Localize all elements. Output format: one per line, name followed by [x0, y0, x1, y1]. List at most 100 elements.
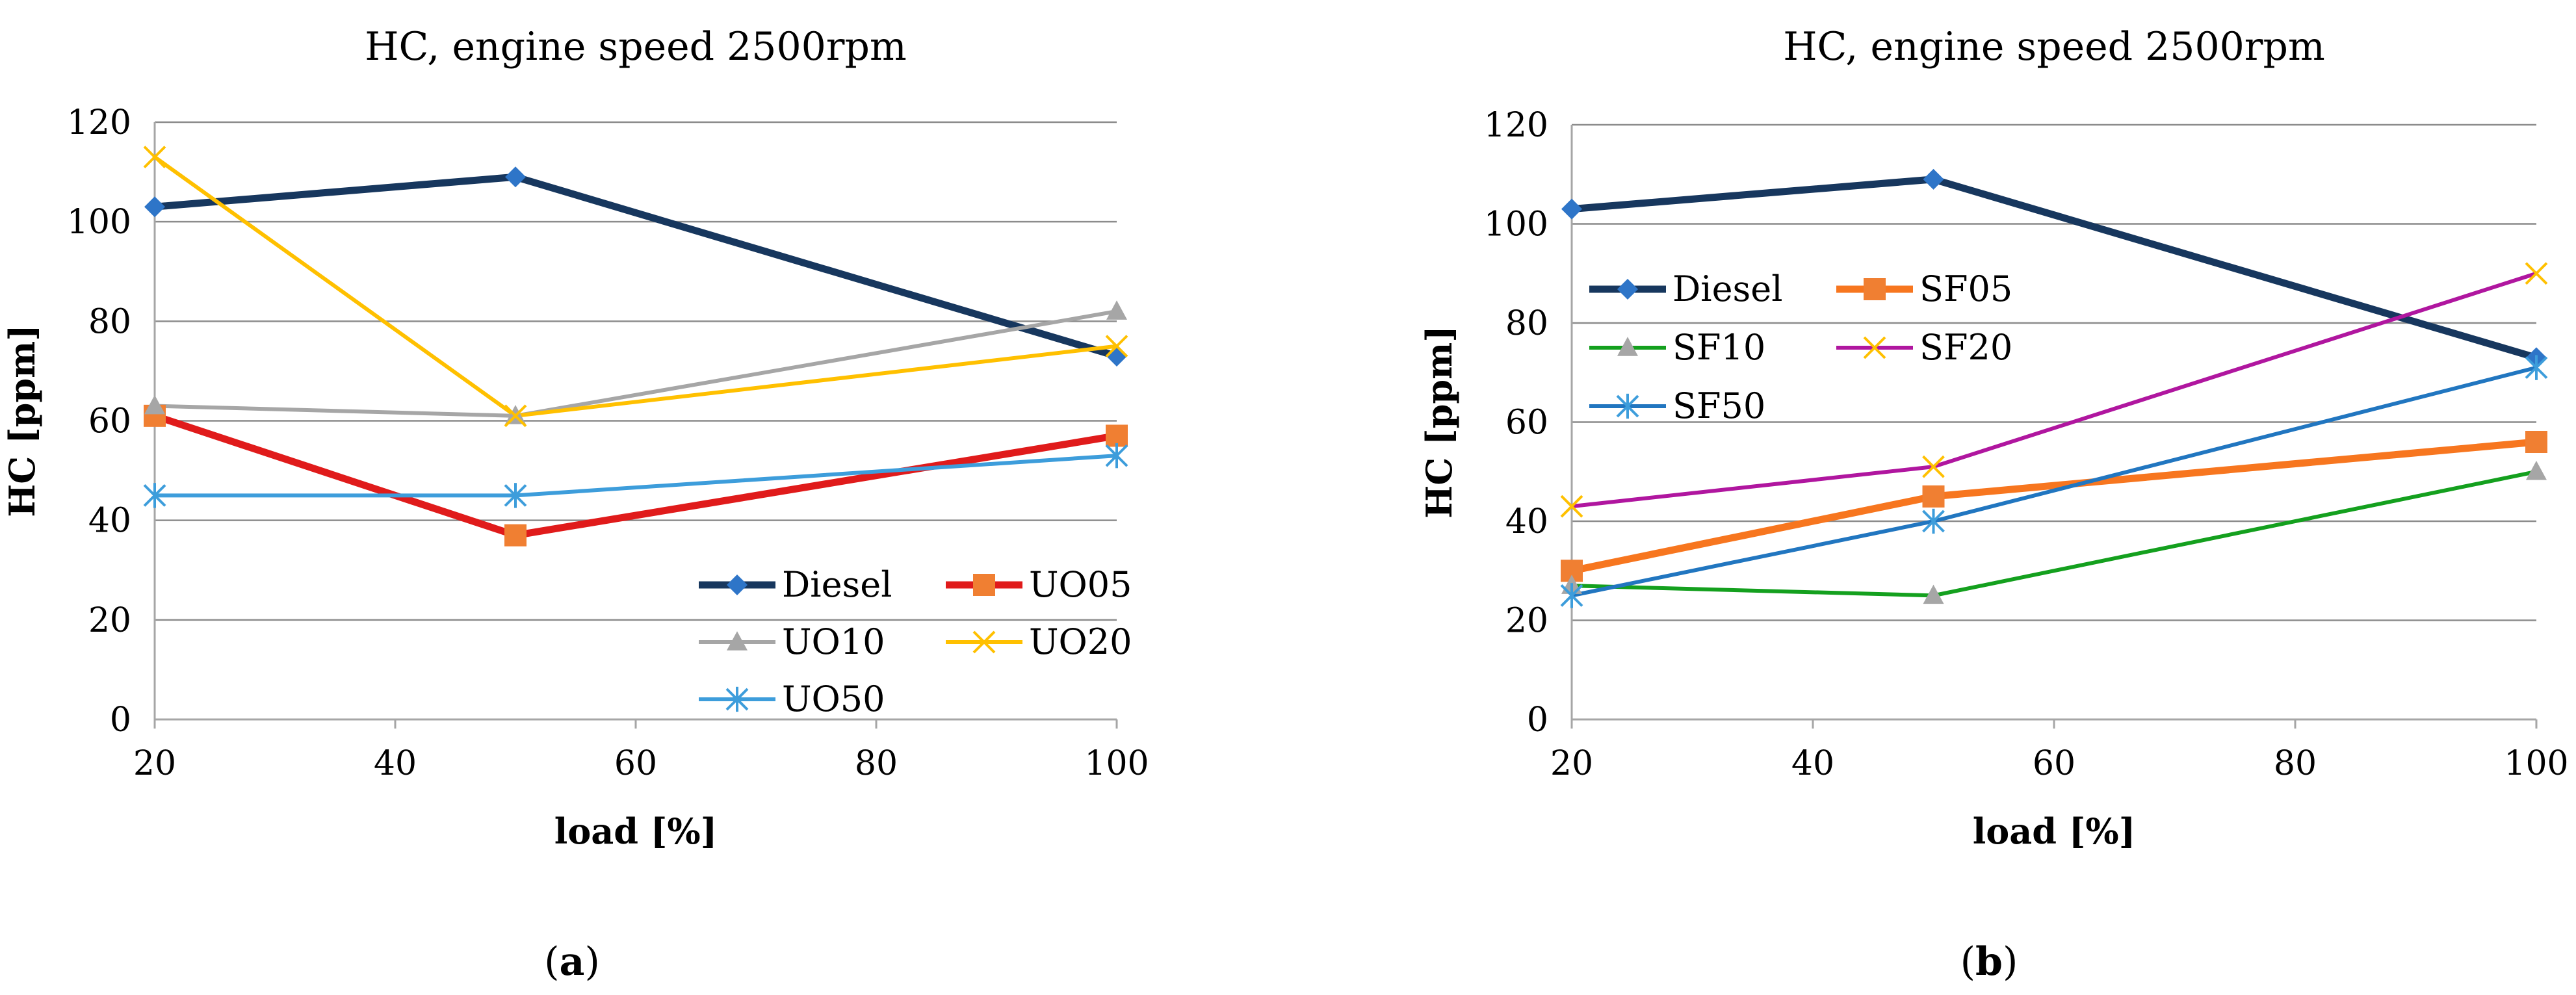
- x-marker-stroke: [1560, 495, 1583, 518]
- series-markers-sf50: [1560, 355, 2548, 608]
- series-markers-sf20: [1560, 262, 2548, 518]
- x-tick-label: 80: [2274, 744, 2317, 783]
- chart-panel-a: HC, engine speed 2500rpm0204060801001202…: [1, 24, 1149, 985]
- series-line: [1568, 438, 2540, 575]
- data-point: [2526, 460, 2547, 480]
- data-point: [144, 394, 165, 415]
- legend-label: Diesel: [782, 564, 892, 605]
- legend-item-diesel: Diesel: [1589, 268, 1782, 309]
- x-tick-label: 20: [133, 744, 176, 783]
- legend-item-uo05: UO05: [946, 564, 1132, 605]
- legend-swatch-marker: [973, 574, 995, 596]
- legend-label: UO20: [1029, 621, 1132, 662]
- legend-label: SF50: [1672, 385, 1765, 426]
- data-point: [144, 196, 165, 218]
- y-tick-label: 60: [1505, 404, 1548, 443]
- x-tick-label: 20: [1550, 744, 1593, 783]
- chart-title: HC, engine speed 2500rpm: [1783, 24, 2325, 70]
- x-marker-stroke: [143, 146, 166, 169]
- data-point: [504, 483, 527, 508]
- series-markers-uo50: [143, 443, 1128, 508]
- series-markers-uo05: [144, 404, 1128, 547]
- legend-swatch-marker: [972, 630, 996, 654]
- y-tick-label: 20: [88, 601, 131, 640]
- data-point: [1106, 300, 1127, 320]
- legend-label: SF05: [1919, 268, 2012, 309]
- data-point: [2525, 431, 2547, 453]
- legend-swatch-marker: [727, 631, 748, 651]
- legend-item-sf50: SF50: [1589, 385, 1765, 426]
- y-tick-label: 80: [1505, 304, 1548, 343]
- data-point: [505, 166, 526, 188]
- x-axis-title: load [%]: [554, 810, 718, 852]
- x-tick-label: 60: [2033, 744, 2075, 783]
- chart-title: HC, engine speed 2500rpm: [365, 24, 907, 70]
- series-markers-sf05: [1561, 431, 2547, 582]
- data-point: [1922, 508, 1945, 534]
- y-tick-label: 100: [67, 203, 131, 242]
- x-tick-label: 40: [374, 744, 417, 783]
- data-point: [1105, 443, 1128, 469]
- data-point: [2525, 355, 2548, 380]
- y-tick-label: 80: [88, 302, 131, 341]
- data-point: [504, 524, 527, 547]
- y-axis-title: HC [ppm]: [1, 324, 43, 517]
- x-tick-label: 80: [855, 744, 898, 783]
- y-tick-label: 20: [1505, 602, 1548, 641]
- panel-label: (b): [1960, 939, 2018, 985]
- legend-item-uo20: UO20: [946, 621, 1132, 662]
- data-point: [1923, 584, 1944, 604]
- data-point: [1105, 335, 1128, 358]
- legend-item-sf05: SF05: [1836, 268, 2012, 309]
- y-tick-label: 60: [88, 402, 131, 441]
- series-uo05: [151, 412, 1121, 539]
- x-marker-stroke: [1863, 336, 1886, 359]
- x-marker-stroke: [2525, 262, 2548, 285]
- chart-panel-b: HC, engine speed 2500rpm0204060801001202…: [1418, 24, 2569, 985]
- data-point: [143, 146, 166, 169]
- data-point: [1922, 485, 1945, 508]
- x-marker-stroke: [504, 404, 527, 428]
- panel-label: (a): [544, 939, 600, 985]
- legend-swatch-marker: [725, 686, 749, 712]
- data-point: [143, 483, 166, 508]
- legend-item-sf20: SF20: [1836, 327, 2012, 368]
- legend-label: UO05: [1029, 564, 1132, 605]
- x-marker-stroke: [1105, 335, 1128, 358]
- legend-swatch-marker: [1863, 336, 1886, 359]
- data-point: [1561, 198, 1582, 220]
- legend-swatch-marker: [1617, 279, 1638, 300]
- data-point: [1106, 424, 1128, 447]
- data-point: [504, 404, 527, 428]
- y-tick-label: 40: [1505, 502, 1548, 541]
- legend: Diesel UO05 UO10 UO20 UO50: [699, 564, 1132, 719]
- legend-swatch-marker: [727, 575, 748, 595]
- legend-label: UO50: [782, 678, 885, 719]
- x-marker-stroke: [1922, 455, 1945, 478]
- y-tick-label: 100: [1484, 205, 1548, 244]
- legend: Diesel SF05 SF10 SF20 SF50: [1589, 268, 2012, 426]
- x-tick-label: 100: [1084, 744, 1149, 783]
- series-sf05: [1568, 438, 2540, 575]
- data-point: [1560, 495, 1583, 518]
- legend-item-uo10: UO10: [699, 621, 885, 662]
- legend-swatch-marker: [1616, 393, 1639, 419]
- y-tick-label: 120: [1484, 106, 1548, 145]
- series-line: [151, 412, 1121, 539]
- legend-label: SF10: [1672, 327, 1765, 368]
- data-point: [1923, 168, 1944, 190]
- x-tick-label: 60: [614, 744, 657, 783]
- x-marker-stroke: [972, 630, 996, 654]
- x-tick-label: 40: [1791, 744, 1834, 783]
- data-point: [2525, 262, 2548, 285]
- data-point: [1922, 455, 1945, 478]
- y-tick-label: 120: [67, 103, 131, 142]
- x-axis-title: load [%]: [1973, 810, 2136, 852]
- y-axis-title: HC [ppm]: [1418, 326, 1460, 519]
- legend-item-diesel: Diesel: [699, 564, 892, 605]
- legend-label: SF20: [1919, 327, 2012, 368]
- series-markers-uo20: [143, 146, 1128, 428]
- y-tick-label: 0: [110, 701, 131, 740]
- legend-swatch-marker: [1617, 337, 1638, 356]
- y-tick-label: 40: [88, 502, 131, 541]
